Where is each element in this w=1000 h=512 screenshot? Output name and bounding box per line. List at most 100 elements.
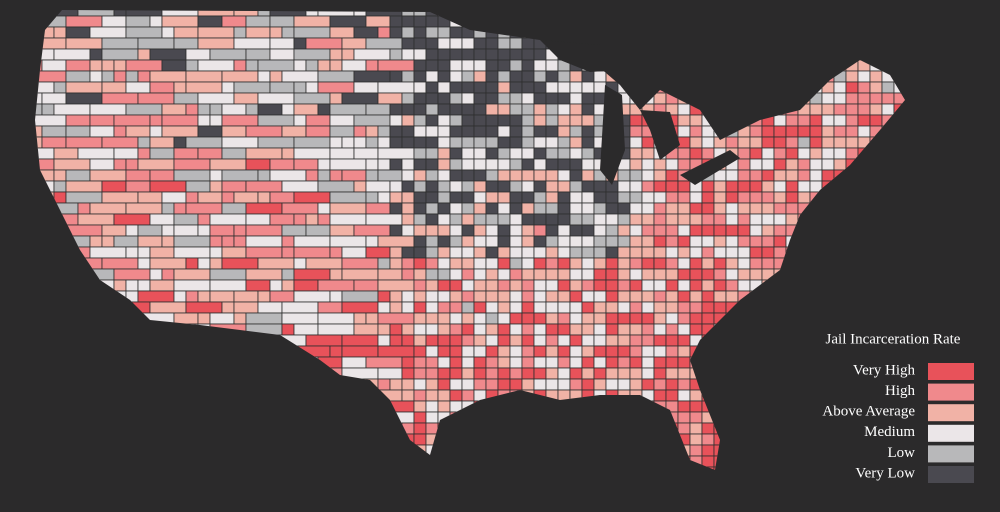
county bbox=[365, 202, 391, 215]
legend-swatch bbox=[928, 404, 974, 422]
county bbox=[389, 246, 403, 259]
county bbox=[89, 70, 103, 83]
county bbox=[125, 59, 163, 72]
county bbox=[545, 323, 559, 336]
county bbox=[137, 37, 175, 50]
county bbox=[137, 235, 163, 248]
county bbox=[653, 345, 667, 358]
lake-superior bbox=[540, 40, 620, 72]
county bbox=[341, 290, 379, 303]
county bbox=[125, 125, 151, 138]
county bbox=[245, 48, 271, 61]
county bbox=[437, 136, 451, 149]
county bbox=[677, 378, 691, 391]
county bbox=[461, 334, 475, 347]
county bbox=[305, 125, 331, 138]
county bbox=[533, 81, 547, 94]
county bbox=[653, 257, 667, 270]
county bbox=[473, 125, 487, 138]
county bbox=[221, 81, 235, 94]
county bbox=[605, 367, 619, 380]
county bbox=[461, 59, 475, 72]
lake-erie bbox=[680, 150, 740, 185]
county bbox=[173, 26, 199, 39]
county bbox=[317, 323, 355, 336]
county bbox=[293, 48, 331, 61]
county bbox=[401, 180, 415, 193]
county bbox=[185, 70, 223, 83]
county bbox=[305, 334, 343, 347]
county bbox=[509, 81, 523, 94]
county bbox=[509, 246, 523, 259]
county bbox=[53, 191, 67, 204]
county bbox=[821, 158, 835, 171]
county bbox=[461, 356, 475, 369]
county bbox=[533, 158, 547, 171]
county bbox=[425, 323, 439, 336]
county bbox=[557, 81, 571, 94]
county bbox=[377, 334, 391, 347]
county bbox=[377, 301, 391, 314]
county bbox=[221, 301, 235, 314]
county bbox=[605, 224, 619, 237]
county bbox=[545, 356, 559, 369]
county bbox=[761, 191, 775, 204]
county bbox=[473, 312, 487, 325]
county bbox=[101, 59, 115, 72]
county bbox=[293, 268, 331, 281]
county bbox=[677, 246, 691, 259]
county bbox=[497, 312, 511, 325]
county bbox=[689, 136, 703, 149]
county bbox=[185, 257, 199, 270]
county bbox=[305, 81, 319, 94]
county bbox=[197, 213, 211, 226]
county bbox=[689, 213, 703, 226]
county bbox=[485, 356, 499, 369]
county bbox=[401, 70, 415, 83]
county bbox=[545, 290, 559, 303]
county bbox=[509, 92, 523, 105]
county bbox=[569, 279, 583, 292]
county bbox=[689, 202, 703, 215]
county bbox=[197, 15, 223, 28]
county bbox=[485, 158, 499, 171]
county bbox=[521, 301, 535, 314]
county bbox=[413, 15, 427, 28]
county bbox=[509, 378, 523, 391]
county bbox=[173, 147, 199, 160]
county bbox=[833, 158, 847, 171]
county bbox=[605, 312, 619, 325]
county bbox=[197, 114, 211, 127]
county bbox=[461, 70, 475, 83]
county bbox=[533, 103, 547, 116]
county bbox=[425, 92, 439, 105]
county bbox=[713, 180, 727, 193]
county bbox=[377, 378, 391, 391]
county bbox=[449, 224, 463, 237]
county bbox=[581, 378, 595, 391]
county bbox=[557, 268, 571, 281]
county bbox=[485, 290, 499, 303]
county bbox=[233, 59, 247, 72]
county bbox=[473, 268, 487, 281]
county bbox=[329, 268, 343, 281]
county bbox=[641, 378, 655, 391]
county bbox=[701, 290, 715, 303]
county bbox=[473, 224, 487, 237]
county bbox=[557, 169, 571, 182]
county bbox=[281, 268, 295, 281]
county bbox=[713, 224, 727, 237]
county bbox=[401, 26, 415, 39]
county bbox=[521, 224, 535, 237]
county bbox=[305, 169, 319, 182]
county bbox=[221, 147, 247, 160]
county bbox=[497, 213, 511, 226]
county bbox=[65, 15, 103, 28]
county bbox=[377, 279, 415, 292]
county bbox=[101, 48, 139, 61]
county bbox=[545, 202, 559, 215]
county bbox=[461, 301, 475, 314]
county bbox=[293, 92, 331, 105]
county bbox=[629, 345, 643, 358]
county bbox=[569, 103, 583, 116]
